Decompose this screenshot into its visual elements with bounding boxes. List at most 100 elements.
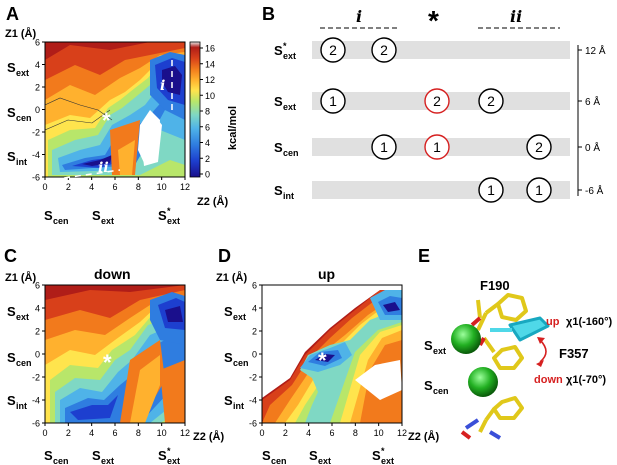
- svg-text:S: S: [424, 338, 433, 353]
- panel-a-site-ext-star-x: S * ext: [158, 206, 180, 226]
- svg-text:ext: ext: [433, 346, 446, 356]
- y-tick-label: -6: [249, 419, 257, 429]
- x-tick-label: 0: [42, 428, 47, 438]
- colorbar-tick-label: 14: [205, 59, 215, 69]
- y-tick-label: 0: [35, 105, 40, 115]
- svg-text:2: 2: [329, 42, 337, 58]
- panel-b-letter: B: [262, 4, 275, 24]
- colorbar-unit: kcal/mol: [227, 106, 239, 150]
- svg-text:1: 1: [535, 182, 543, 198]
- colorbar-ticks: 16 14 12 10 8 6 4 2 0: [200, 44, 215, 180]
- lower-ring-icon: [460, 396, 524, 440]
- svg-text:S: S: [92, 448, 101, 463]
- svg-text:S: S: [7, 60, 16, 75]
- svg-text:*: *: [381, 446, 385, 456]
- y-tick-label: 4: [252, 304, 257, 314]
- ion-circle: 1: [424, 134, 450, 160]
- panel-d-site-int-y: S int: [224, 393, 244, 411]
- y-tick-label: -2: [32, 128, 40, 138]
- panel-a-y-axis-label: Z1 (Å): [5, 27, 37, 40]
- panel-c-title: down: [94, 266, 131, 282]
- svg-text:S: S: [44, 448, 53, 463]
- ion-circle: 1: [526, 177, 552, 203]
- y-tick-label: 2: [252, 327, 257, 337]
- panel-d-y-ticks: 6 4 2 0 -2 -4 -6: [249, 281, 262, 429]
- panel-b-col-i: i: [356, 7, 362, 26]
- ion-sext-icon: [451, 324, 481, 354]
- svg-text:int: int: [283, 191, 294, 201]
- svg-text:int: int: [233, 401, 244, 411]
- panel-a-site-int-y: S int: [7, 149, 27, 167]
- svg-text:S: S: [274, 183, 283, 198]
- x-tick-label: 8: [353, 428, 358, 438]
- y-tick-label: 2: [35, 83, 40, 93]
- ion-scen-icon: [468, 367, 498, 397]
- svg-text:S: S: [7, 149, 16, 164]
- svg-text:ext: ext: [101, 456, 114, 465]
- colorbar-tick-label: 4: [205, 138, 210, 148]
- panel-c-energy-map: [45, 285, 185, 423]
- y-tick-label: 2: [35, 327, 40, 337]
- panel-c-letter: C: [4, 246, 17, 266]
- panel-d-site-cen-y: S cen: [224, 350, 249, 368]
- residue-f190-label: F190: [480, 278, 510, 293]
- svg-text:*: *: [167, 206, 171, 216]
- panel-a-site-ext-y: S ext: [7, 60, 29, 78]
- svg-text:1: 1: [380, 139, 388, 155]
- panel-c-site-cen-y: S cen: [7, 350, 32, 368]
- svg-text:1: 1: [433, 139, 441, 155]
- panel-c-site-int-y: S int: [7, 393, 27, 411]
- x-tick-label: 12: [397, 428, 407, 438]
- svg-text:S: S: [7, 393, 16, 408]
- panel-e: E F190 F357 S: [418, 246, 613, 440]
- x-tick-label: 6: [112, 182, 117, 192]
- svg-text:ext: ext: [318, 456, 331, 465]
- y-tick-label: 0: [252, 350, 257, 360]
- svg-text:S: S: [274, 94, 283, 109]
- svg-text:cen: cen: [16, 358, 32, 368]
- panel-a-letter: A: [6, 4, 19, 24]
- x-tick-label: 0: [259, 428, 264, 438]
- panel-d-site-ext-star-x: S * ext: [372, 446, 394, 465]
- panel-e-site-cen: S cen: [424, 378, 449, 396]
- svg-text:i: i: [160, 78, 165, 94]
- ion-circle: 2: [320, 37, 346, 63]
- svg-text:ext: ext: [16, 312, 29, 322]
- panel-c-site-cen-x: S cen: [44, 448, 69, 465]
- svg-text:ii: ii: [98, 160, 109, 176]
- colorbar-tick-label: 0: [205, 170, 210, 180]
- svg-text:S: S: [224, 350, 233, 365]
- x-tick-label: 6: [112, 428, 117, 438]
- y-tick-label: 4: [35, 60, 40, 70]
- x-tick-label: 8: [136, 428, 141, 438]
- site-band: [312, 41, 570, 59]
- panel-d-site-ext-y: S ext: [224, 304, 246, 322]
- arrowhead-down-icon: [536, 360, 544, 367]
- x-tick-label: 8: [136, 182, 141, 192]
- svg-text:ext: ext: [283, 102, 296, 112]
- y-tick-label: -6: [32, 173, 40, 183]
- up-label: up: [546, 316, 560, 328]
- svg-text:cen: cen: [271, 456, 287, 465]
- ion-circle: 1: [320, 88, 346, 114]
- x-tick-label: 10: [157, 182, 167, 192]
- svg-text:ext: ext: [16, 68, 29, 78]
- x-tick-label: 2: [66, 428, 71, 438]
- site-band: [312, 181, 570, 199]
- scale-label: 6 Å: [585, 95, 600, 108]
- f357-ring-icon: [470, 316, 550, 370]
- x-tick-label: 2: [66, 182, 71, 192]
- svg-text:ext: ext: [101, 216, 114, 226]
- ion-circle: 1: [371, 134, 397, 160]
- panel-a-x-axis-label: Z2 (Å): [197, 195, 229, 208]
- svg-text:ext: ext: [167, 216, 180, 226]
- y-tick-label: -4: [32, 150, 40, 160]
- panel-c-star: *: [103, 350, 112, 375]
- svg-text:S: S: [92, 208, 101, 223]
- scale-label: 0 Å: [585, 141, 600, 154]
